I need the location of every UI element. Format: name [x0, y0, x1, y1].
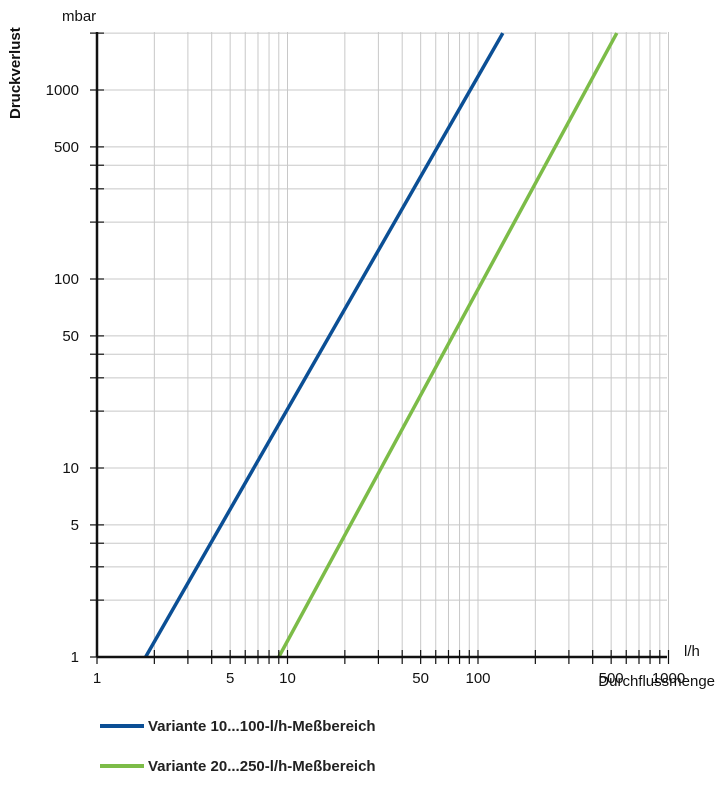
legend-item: Variante 20...250-l/h-Meßbereich: [100, 756, 376, 776]
tick-labels: 1 5 10 50 100 500 1000 1 5 10 50 100 500 1000: [46, 82, 686, 687]
legend: Variante 10...100-l/h-Meßbereich Variant…: [100, 716, 376, 776]
y-tick-label: 10: [62, 460, 79, 477]
axes: [95, 32, 667, 659]
y-tick-label: 1: [71, 649, 79, 666]
series-lines: [144, 32, 619, 658]
ticks: [90, 32, 670, 664]
y-tick-label: 5: [71, 517, 79, 534]
y-axis-title: Druckverlust: [7, 27, 24, 119]
x-tick-label: 500: [599, 670, 624, 687]
x-tick-label: 1: [93, 670, 101, 687]
x-tick-label: 10: [279, 670, 296, 687]
x-tick-label: 100: [465, 670, 490, 687]
y-tick-label: 50: [62, 328, 79, 345]
y-axis-unit: mbar: [62, 8, 96, 25]
legend-swatch: [100, 724, 144, 728]
legend-item: Variante 10...100-l/h-Meßbereich: [100, 716, 376, 736]
x-axis-title: Durchflussmenge: [598, 673, 715, 690]
legend-swatch: [100, 764, 144, 768]
legend-label: Variante 20...250-l/h-Meßbereich: [148, 757, 376, 775]
y-tick-label: 1000: [46, 82, 79, 99]
legend-label: Variante 10...100-l/h-Meßbereich: [148, 717, 376, 735]
x-tick-label: 1000: [652, 670, 685, 687]
series-line: [144, 32, 505, 658]
x-tick-label: 50: [412, 670, 429, 687]
x-tick-label: 5: [226, 670, 234, 687]
series-line: [277, 32, 619, 658]
x-axis-unit: l/h: [684, 643, 700, 660]
pressure-loss-chart: 1 5 10 50 100 500 1000 1 5 10 50 100 500 1000 mbar Dr…: [7, 8, 715, 690]
grid: [97, 32, 669, 657]
y-tick-label: 100: [54, 271, 79, 288]
y-tick-label: 500: [54, 139, 79, 156]
